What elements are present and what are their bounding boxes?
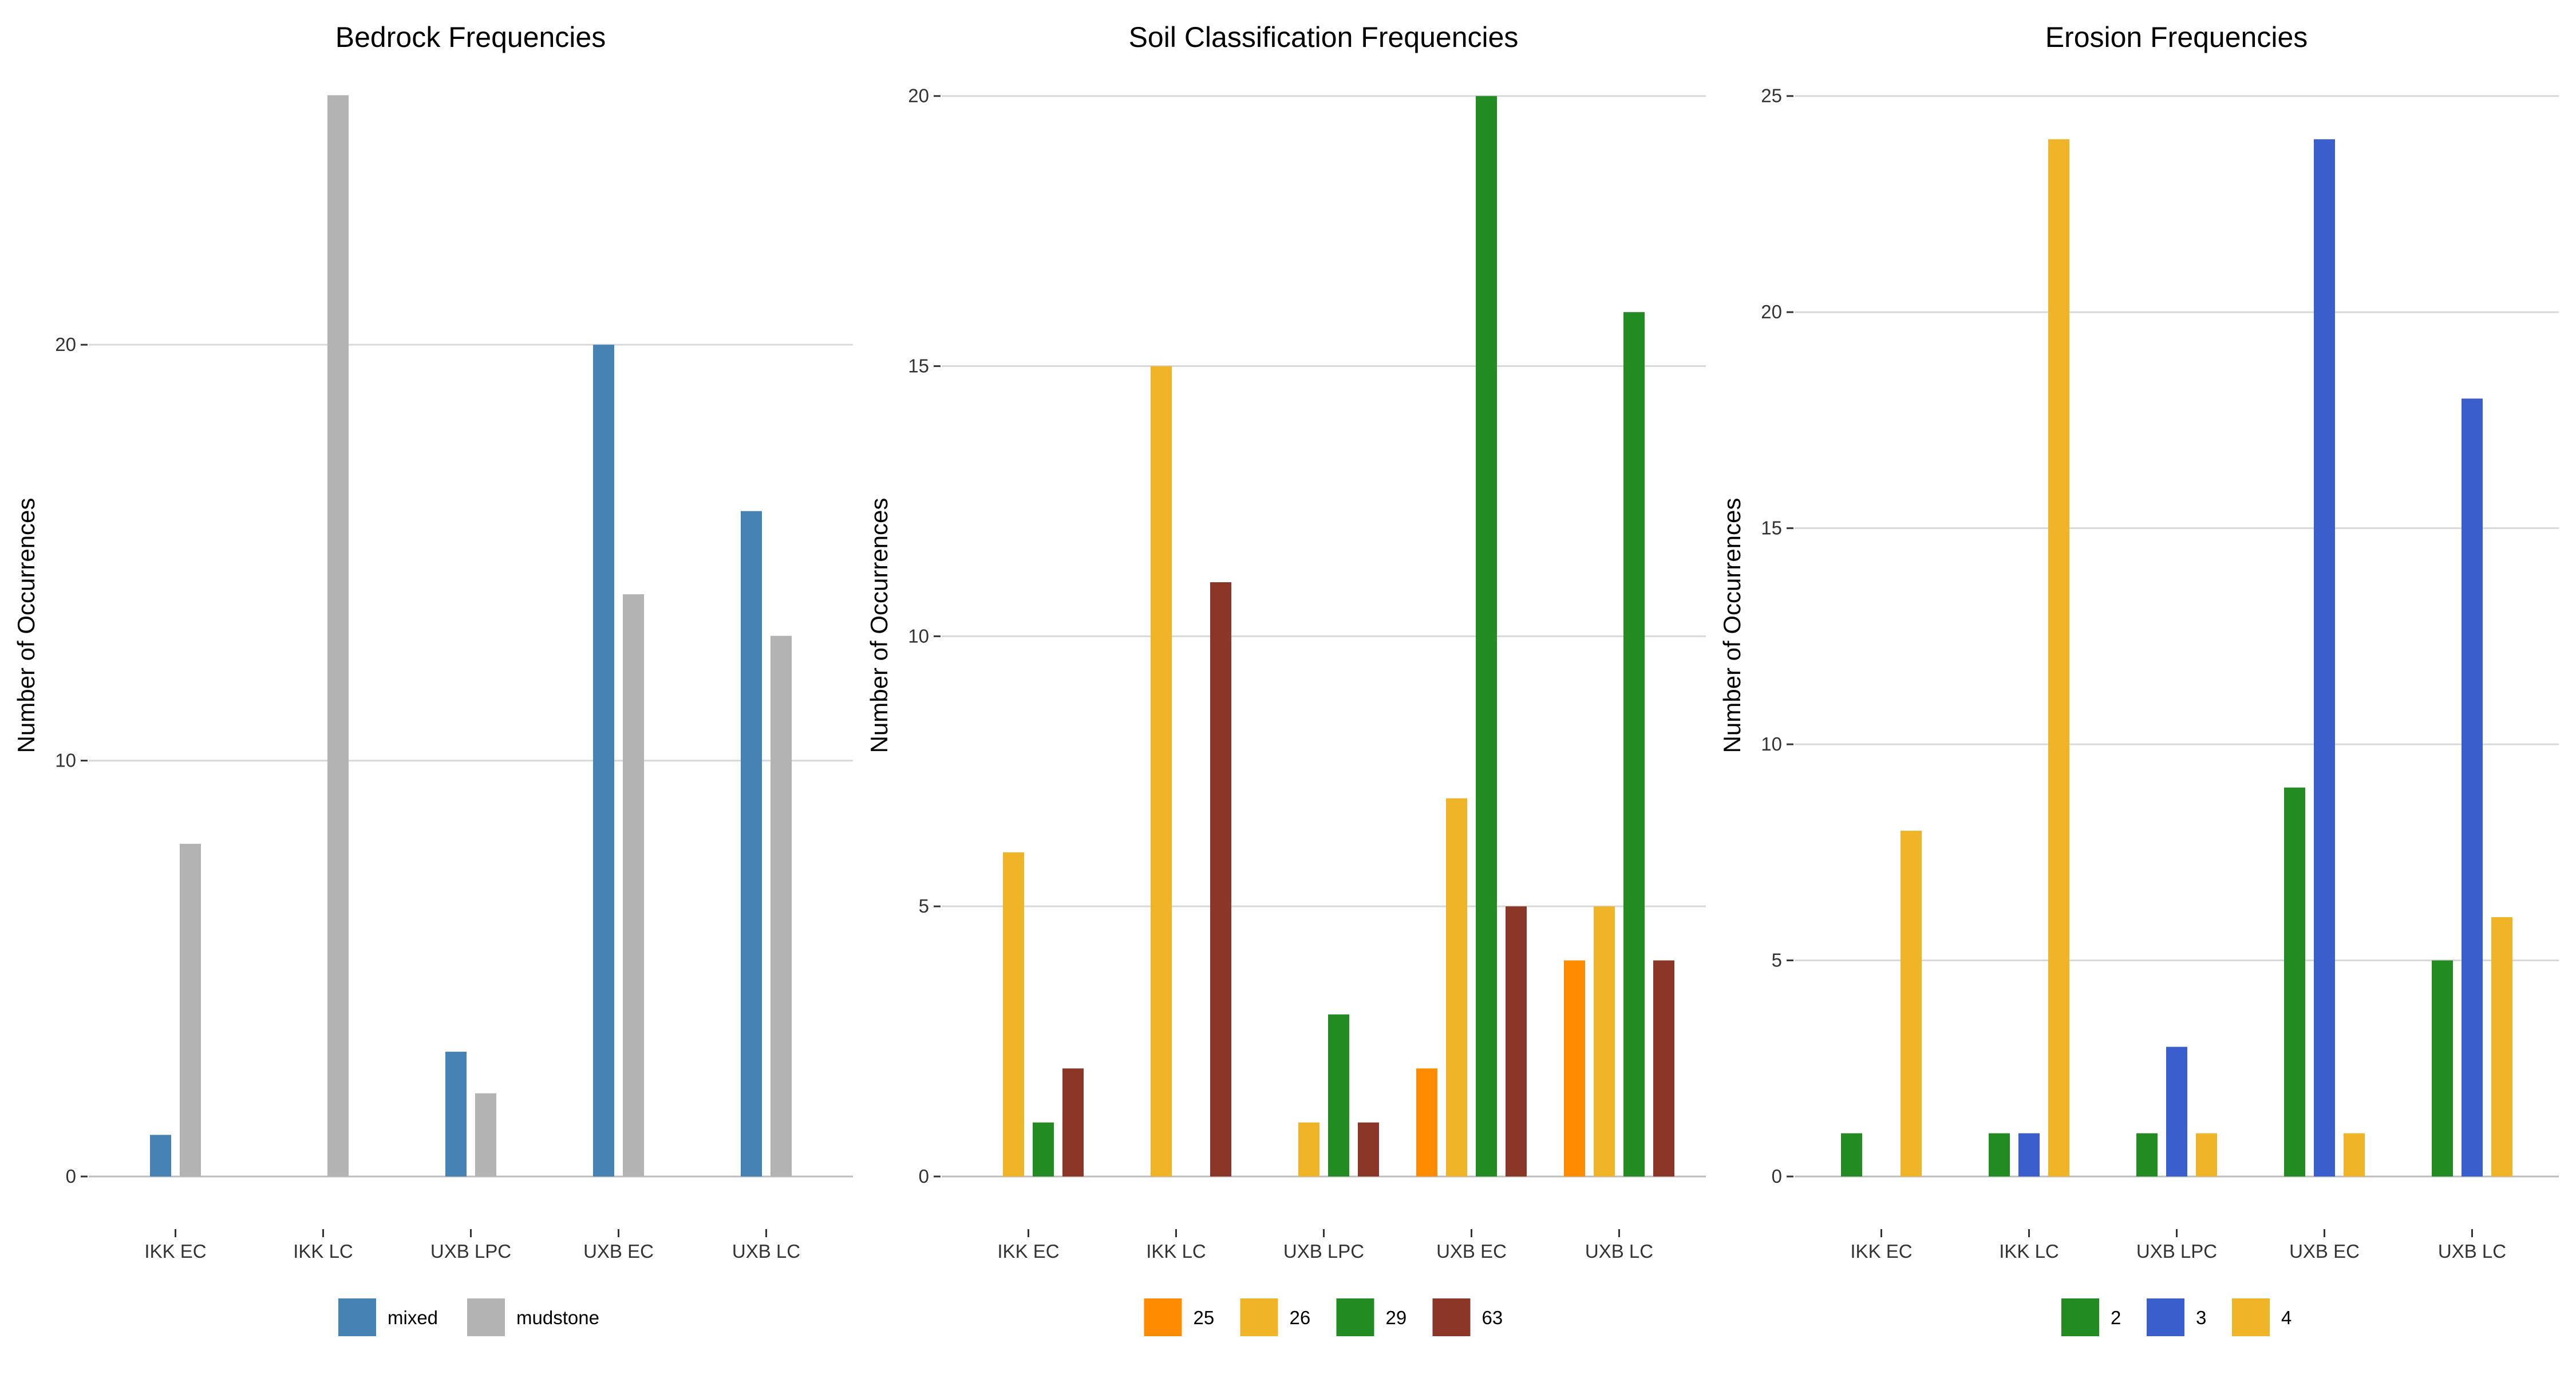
bar-2-ikk-ec bbox=[1841, 1133, 1862, 1176]
bar-3-uxb-ec bbox=[2314, 139, 2335, 1176]
bar-4-ikk-ec bbox=[1901, 831, 1922, 1176]
legend-label: mudstone bbox=[516, 1307, 599, 1328]
bar-mixed-uxb-lpc bbox=[445, 1052, 467, 1176]
bar-29-uxb-lc bbox=[1623, 312, 1645, 1177]
chart-panel-3: Erosion Frequencies Number of Occurrences… bbox=[1718, 21, 2559, 1336]
bar-26-uxb-lpc bbox=[1298, 1122, 1319, 1176]
y-axis-label: Number of Occurrences bbox=[13, 498, 39, 753]
y-tick-label: 20 bbox=[55, 334, 76, 355]
bar-63-uxb-ec bbox=[1506, 906, 1527, 1176]
y-axis-label: Number of Occurrences bbox=[1718, 498, 1745, 753]
y-tick-label: 10 bbox=[55, 750, 76, 771]
bar-mixed-uxb-lc bbox=[741, 511, 762, 1176]
bar-mixed-ikk-ec bbox=[150, 1135, 171, 1176]
y-axis-label: Number of Occurrences bbox=[866, 498, 892, 753]
x-tick-label: UXB LC bbox=[732, 1241, 800, 1262]
bar-63-ikk-lc bbox=[1210, 582, 1231, 1177]
bar-26-uxb-ec bbox=[1446, 798, 1467, 1176]
chart-panel-1: Bedrock Frequencies Number of Occurrences… bbox=[13, 21, 853, 1336]
chart-title: Bedrock Frequencies bbox=[335, 21, 606, 53]
bar-25-uxb-ec bbox=[1416, 1068, 1437, 1176]
legend-swatch bbox=[1336, 1298, 1374, 1336]
bar-26-ikk-ec bbox=[1003, 852, 1024, 1176]
legend: 25 26 29 63 bbox=[1144, 1298, 1503, 1336]
legend-swatch bbox=[1144, 1298, 1182, 1336]
legend-label: 25 bbox=[1194, 1307, 1215, 1328]
chart-panel-2: Soil Classification Frequencies Number of… bbox=[866, 21, 1706, 1336]
legend: 2 3 4 bbox=[2061, 1298, 2291, 1336]
chart-title: Soil Classification Frequencies bbox=[1129, 21, 1519, 53]
x-tick-label: UXB EC bbox=[1436, 1241, 1507, 1262]
x-tick-label: UXB LC bbox=[1585, 1241, 1653, 1262]
legend-swatch bbox=[2147, 1298, 2184, 1336]
legend-swatch bbox=[467, 1298, 505, 1336]
legend-label: 29 bbox=[1386, 1307, 1407, 1328]
bar-mixed-uxb-ec bbox=[593, 345, 614, 1176]
x-tick-label: IKK LC bbox=[293, 1241, 353, 1262]
bar-29-uxb-ec bbox=[1476, 96, 1497, 1176]
y-tick-label: 0 bbox=[919, 1166, 929, 1187]
bar-3-uxb-lc bbox=[2462, 398, 2483, 1176]
bar-2-ikk-lc bbox=[1989, 1133, 2010, 1176]
x-tick-label: UXB LPC bbox=[430, 1241, 511, 1262]
legend-label: 3 bbox=[2196, 1307, 2206, 1328]
x-tick-label: UXB LPC bbox=[1283, 1241, 1364, 1262]
y-tick-label: 10 bbox=[1761, 733, 1782, 755]
legend-swatch bbox=[2232, 1298, 2270, 1336]
bar-mudstone-uxb-ec bbox=[623, 594, 644, 1176]
x-tick-label: IKK LC bbox=[1146, 1241, 1206, 1262]
legend-swatch bbox=[1432, 1298, 1471, 1336]
legend-swatch bbox=[338, 1298, 376, 1336]
x-tick-label: UXB EC bbox=[2289, 1241, 2360, 1262]
bar-mudstone-uxb-lpc bbox=[475, 1093, 496, 1176]
bar-mudstone-ikk-lc bbox=[327, 95, 349, 1176]
bar-63-uxb-lc bbox=[1653, 960, 1674, 1176]
bar-4-ikk-lc bbox=[2048, 139, 2069, 1176]
legend-label: 4 bbox=[2281, 1307, 2291, 1328]
legend-swatch bbox=[2061, 1298, 2099, 1336]
legend-label: 63 bbox=[1482, 1307, 1503, 1328]
y-tick-label: 5 bbox=[1772, 950, 1782, 971]
bar-2-uxb-lc bbox=[2432, 960, 2453, 1176]
bar-2-uxb-ec bbox=[2284, 787, 2305, 1176]
x-tick-label: IKK LC bbox=[1999, 1241, 2059, 1262]
y-tick-label: 0 bbox=[66, 1166, 76, 1187]
x-tick-label: UXB EC bbox=[583, 1241, 654, 1262]
bar-63-ikk-ec bbox=[1062, 1068, 1084, 1176]
legend-label: 26 bbox=[1290, 1307, 1311, 1328]
bar-3-ikk-lc bbox=[2018, 1133, 2040, 1176]
y-tick-label: 0 bbox=[1772, 1166, 1782, 1187]
legend: mixed mudstone bbox=[338, 1298, 599, 1336]
legend-swatch bbox=[1240, 1298, 1278, 1336]
bar-mudstone-uxb-lc bbox=[771, 635, 792, 1176]
x-tick-label: IKK EC bbox=[997, 1241, 1059, 1262]
y-tick-label: 5 bbox=[919, 895, 929, 917]
bar-26-ikk-lc bbox=[1151, 366, 1172, 1176]
bar-4-uxb-lpc bbox=[2196, 1133, 2217, 1176]
legend-label: mixed bbox=[388, 1307, 438, 1328]
bar-2-uxb-lpc bbox=[2136, 1133, 2158, 1176]
y-tick-label: 25 bbox=[1761, 85, 1782, 106]
bar-4-uxb-lc bbox=[2491, 917, 2512, 1176]
y-tick-label: 20 bbox=[908, 85, 929, 106]
bar-63-uxb-lpc bbox=[1358, 1122, 1379, 1176]
y-tick-label: 10 bbox=[908, 625, 929, 646]
x-tick-label: UXB LC bbox=[2438, 1241, 2506, 1262]
y-tick-label: 20 bbox=[1761, 301, 1782, 322]
bar-3-uxb-lpc bbox=[2166, 1047, 2187, 1176]
chart-title: Erosion Frequencies bbox=[2045, 21, 2308, 53]
bar-26-uxb-lc bbox=[1594, 906, 1615, 1176]
bar-25-uxb-lc bbox=[1564, 960, 1585, 1176]
x-tick-label: IKK EC bbox=[1850, 1241, 1912, 1262]
y-tick-label: 15 bbox=[908, 356, 929, 377]
bar-29-ikk-ec bbox=[1033, 1122, 1054, 1176]
x-tick-label: IKK EC bbox=[144, 1241, 206, 1262]
x-tick-label: UXB LPC bbox=[2136, 1241, 2217, 1262]
bar-4-uxb-ec bbox=[2344, 1133, 2365, 1176]
bar-mudstone-ikk-ec bbox=[180, 843, 201, 1176]
legend-label: 2 bbox=[2111, 1307, 2121, 1328]
bar-29-uxb-lpc bbox=[1328, 1014, 1349, 1176]
y-tick-label: 15 bbox=[1761, 518, 1782, 539]
